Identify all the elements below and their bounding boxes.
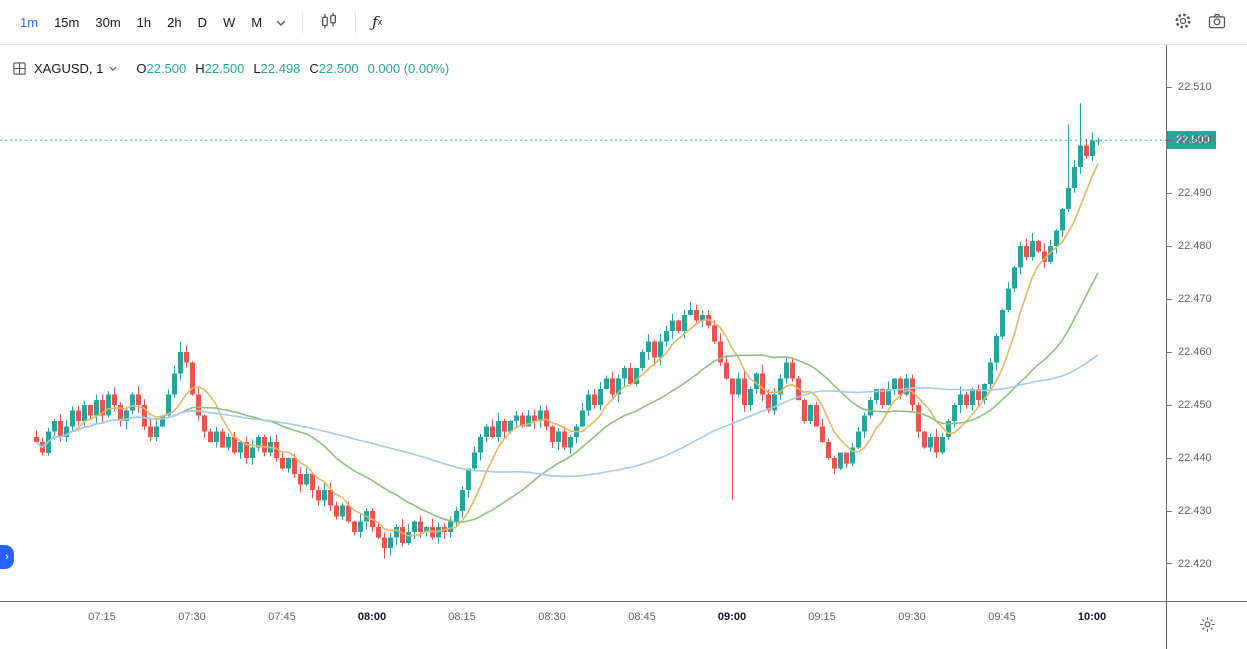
time-tick-label: 10:00 xyxy=(1077,611,1107,623)
interval-button-D[interactable]: D xyxy=(192,10,213,35)
time-tick-label: 07:15 xyxy=(88,611,116,623)
ma-line-25 xyxy=(35,272,1099,524)
interval-button-2h[interactable]: 2h xyxy=(161,10,187,35)
settings-button[interactable] xyxy=(1167,6,1199,39)
ohlc-close: C22.500 xyxy=(309,61,359,76)
time-tick-label: 08:45 xyxy=(628,611,656,623)
panel-expand-button[interactable]: › xyxy=(0,545,14,569)
toolbar-divider xyxy=(355,11,357,33)
ohlc-open: O22.500 xyxy=(136,61,187,76)
ma-line-60 xyxy=(35,354,1099,478)
chart-type-button[interactable] xyxy=(313,6,345,39)
grid-icon xyxy=(12,61,27,76)
ohlc-low: L22.498 xyxy=(253,61,301,76)
chart-area: XAGUSD, 1 O22.500 H22.500 L22.498 C22.50… xyxy=(0,45,1166,601)
axis-corner xyxy=(1166,601,1247,649)
time-tick-label: 09:30 xyxy=(898,611,926,623)
interval-button-W[interactable]: W xyxy=(217,10,241,35)
price-axis[interactable]: 22.500 22.510 22.500 22.490 22.480 22.470 22.… xyxy=(1166,45,1247,601)
chevron-right-icon: › xyxy=(5,550,9,563)
time-tick-label: 08:30 xyxy=(538,611,566,623)
axis-settings-button[interactable] xyxy=(1193,611,1222,641)
interval-button-M[interactable]: M xyxy=(245,10,268,35)
time-tick-label: 09:45 xyxy=(988,611,1016,623)
price-tick-label: 22.420 xyxy=(1167,558,1212,570)
time-tick-label: 08:15 xyxy=(448,611,476,623)
fx-icon: ƒ xyxy=(372,13,378,31)
gear-icon xyxy=(1173,11,1193,34)
time-tick-label: 07:30 xyxy=(178,611,206,623)
time-tick-label: 07:45 xyxy=(268,611,296,623)
interval-button-1m[interactable]: 1m xyxy=(14,10,44,35)
interval-button-30m[interactable]: 30m xyxy=(89,10,126,35)
chart-main: XAGUSD, 1 O22.500 H22.500 L22.498 C22.50… xyxy=(0,45,1247,649)
chevron-down-icon xyxy=(109,66,117,72)
sun-icon xyxy=(1199,616,1216,636)
time-tick-label: 08:00 xyxy=(357,611,387,623)
ohlc-change: 0.000 (0.00%) xyxy=(367,61,450,76)
price-tick-label: 22.460 xyxy=(1167,346,1212,358)
ma-line-7 xyxy=(35,163,1099,537)
price-tick-label: 22.450 xyxy=(1167,399,1212,411)
time-tick-label: 09:00 xyxy=(717,611,747,623)
interval-button-1h[interactable]: 1h xyxy=(131,10,157,35)
price-tick-label: 22.480 xyxy=(1167,240,1212,252)
price-tick-label: 22.500 xyxy=(1167,134,1212,146)
price-tick-label: 22.510 xyxy=(1167,81,1212,93)
price-tick-label: 22.430 xyxy=(1167,505,1212,517)
price-tick-label: 22.490 xyxy=(1167,187,1212,199)
screenshot-button[interactable] xyxy=(1201,6,1233,39)
legend: XAGUSD, 1 O22.500 H22.500 L22.498 C22.50… xyxy=(12,61,449,76)
time-axis[interactable]: 07:15 07:30 07:45 08:00 08:15 08:30 08:45 09:00… xyxy=(0,601,1166,649)
interval-button-15m[interactable]: 15m xyxy=(48,10,85,35)
chevron-down-icon xyxy=(276,15,286,30)
toolbar-divider xyxy=(302,11,304,33)
symbol-title: XAGUSD, 1 xyxy=(34,61,104,76)
price-tick-label: 22.470 xyxy=(1167,293,1212,305)
camera-icon xyxy=(1207,11,1227,34)
candlestick-chart[interactable] xyxy=(0,45,1166,601)
more-intervals-button[interactable] xyxy=(270,10,292,35)
price-tick-label: 22.440 xyxy=(1167,452,1212,464)
time-tick-label: 09:15 xyxy=(808,611,836,623)
interval-buttons: 1m 15m 30m 1h 2h D W M xyxy=(14,10,268,35)
candles-icon xyxy=(319,11,339,34)
ohlc-high: H22.500 xyxy=(195,61,245,76)
ohlc-values: O22.500 H22.500 L22.498 C22.500 0.000 (0… xyxy=(136,61,449,76)
symbol-selector[interactable]: XAGUSD, 1 xyxy=(34,61,117,76)
